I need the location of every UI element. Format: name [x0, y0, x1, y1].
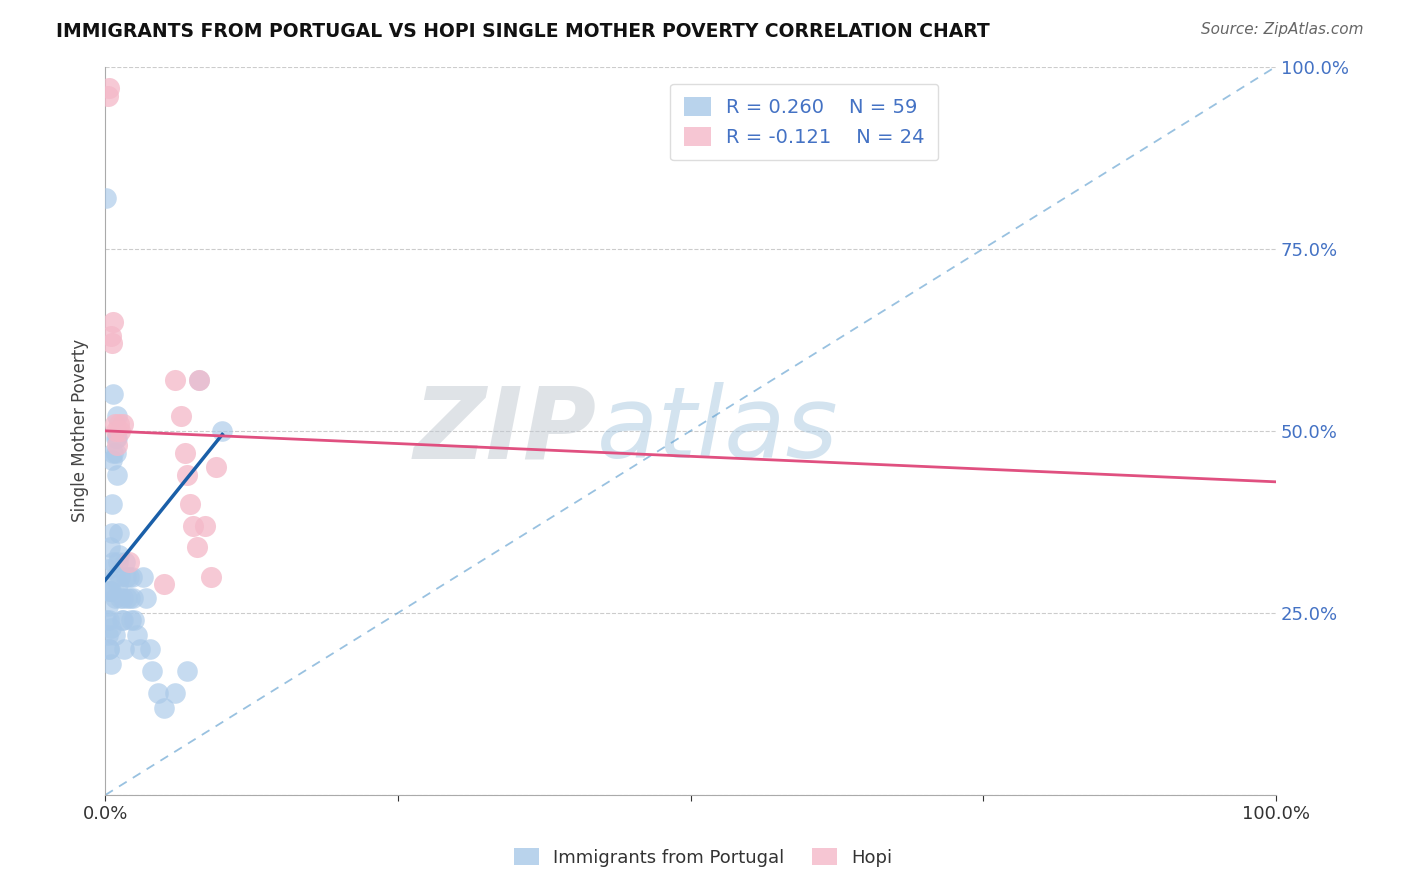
Point	[101, 497, 124, 511]
Point	[110, 591, 132, 606]
Point	[187, 373, 209, 387]
Point	[131, 569, 153, 583]
Point	[105, 438, 128, 452]
Point	[176, 664, 198, 678]
Text: ZIP: ZIP	[413, 383, 598, 479]
Point	[118, 591, 141, 606]
Point	[103, 417, 125, 431]
Point	[129, 642, 152, 657]
Point	[103, 314, 125, 328]
Point	[173, 445, 195, 459]
Point	[108, 525, 131, 540]
Point	[110, 424, 132, 438]
Point	[115, 569, 138, 583]
Point	[110, 613, 132, 627]
Point	[120, 613, 142, 627]
Point	[98, 584, 121, 599]
Point	[181, 518, 204, 533]
Point	[96, 613, 118, 627]
Point	[108, 548, 131, 562]
Point	[100, 584, 122, 599]
Point	[103, 569, 125, 583]
Point	[110, 569, 132, 583]
Text: Source: ZipAtlas.com: Source: ZipAtlas.com	[1201, 22, 1364, 37]
Point	[96, 599, 118, 613]
Point	[179, 497, 201, 511]
Point	[152, 576, 174, 591]
Point	[104, 424, 127, 438]
Point	[100, 329, 122, 343]
Point	[105, 431, 128, 445]
Point	[97, 81, 120, 95]
Point	[103, 628, 125, 642]
Point	[200, 569, 222, 583]
Point	[138, 642, 160, 657]
Point	[101, 453, 124, 467]
Point	[104, 431, 127, 445]
Y-axis label: Single Mother Poverty: Single Mother Poverty	[72, 339, 89, 523]
Point	[105, 467, 128, 482]
Point	[97, 642, 120, 657]
Point	[122, 591, 145, 606]
Point	[103, 387, 125, 401]
Point	[114, 555, 136, 569]
Point	[117, 591, 139, 606]
Point	[100, 620, 122, 634]
Point	[98, 541, 121, 555]
Point	[152, 700, 174, 714]
Point	[170, 409, 193, 424]
Point	[187, 373, 209, 387]
Point	[125, 628, 148, 642]
Point	[97, 642, 120, 657]
Point	[165, 686, 187, 700]
Text: atlas: atlas	[598, 383, 838, 479]
Point	[211, 424, 233, 438]
Point	[146, 686, 169, 700]
Point	[141, 664, 163, 678]
Point	[103, 591, 125, 606]
Point	[105, 409, 128, 424]
Point	[107, 576, 129, 591]
Point	[96, 562, 118, 576]
Point	[112, 642, 135, 657]
Point	[96, 191, 118, 205]
Point	[103, 445, 125, 459]
Point	[101, 336, 124, 351]
Point	[111, 613, 134, 627]
Point	[103, 555, 125, 569]
Point	[104, 445, 127, 459]
Point	[205, 460, 228, 475]
Point	[97, 613, 120, 627]
Point	[96, 88, 118, 103]
Point	[111, 591, 134, 606]
Point	[97, 584, 120, 599]
Point	[194, 518, 217, 533]
Point	[107, 555, 129, 569]
Point	[186, 541, 208, 555]
Point	[100, 657, 122, 671]
Point	[124, 613, 146, 627]
Text: IMMIGRANTS FROM PORTUGAL VS HOPI SINGLE MOTHER POVERTY CORRELATION CHART: IMMIGRANTS FROM PORTUGAL VS HOPI SINGLE …	[56, 22, 990, 41]
Point	[135, 591, 157, 606]
Point	[165, 373, 187, 387]
Point	[121, 569, 143, 583]
Point	[96, 628, 118, 642]
Legend: Immigrants from Portugal, Hopi: Immigrants from Portugal, Hopi	[506, 841, 900, 874]
Point	[117, 555, 139, 569]
Point	[101, 525, 124, 540]
Point	[111, 417, 134, 431]
Legend: R = 0.260    N = 59, R = -0.121    N = 24: R = 0.260 N = 59, R = -0.121 N = 24	[669, 84, 938, 161]
Point	[176, 467, 198, 482]
Point	[108, 417, 131, 431]
Point	[117, 569, 139, 583]
